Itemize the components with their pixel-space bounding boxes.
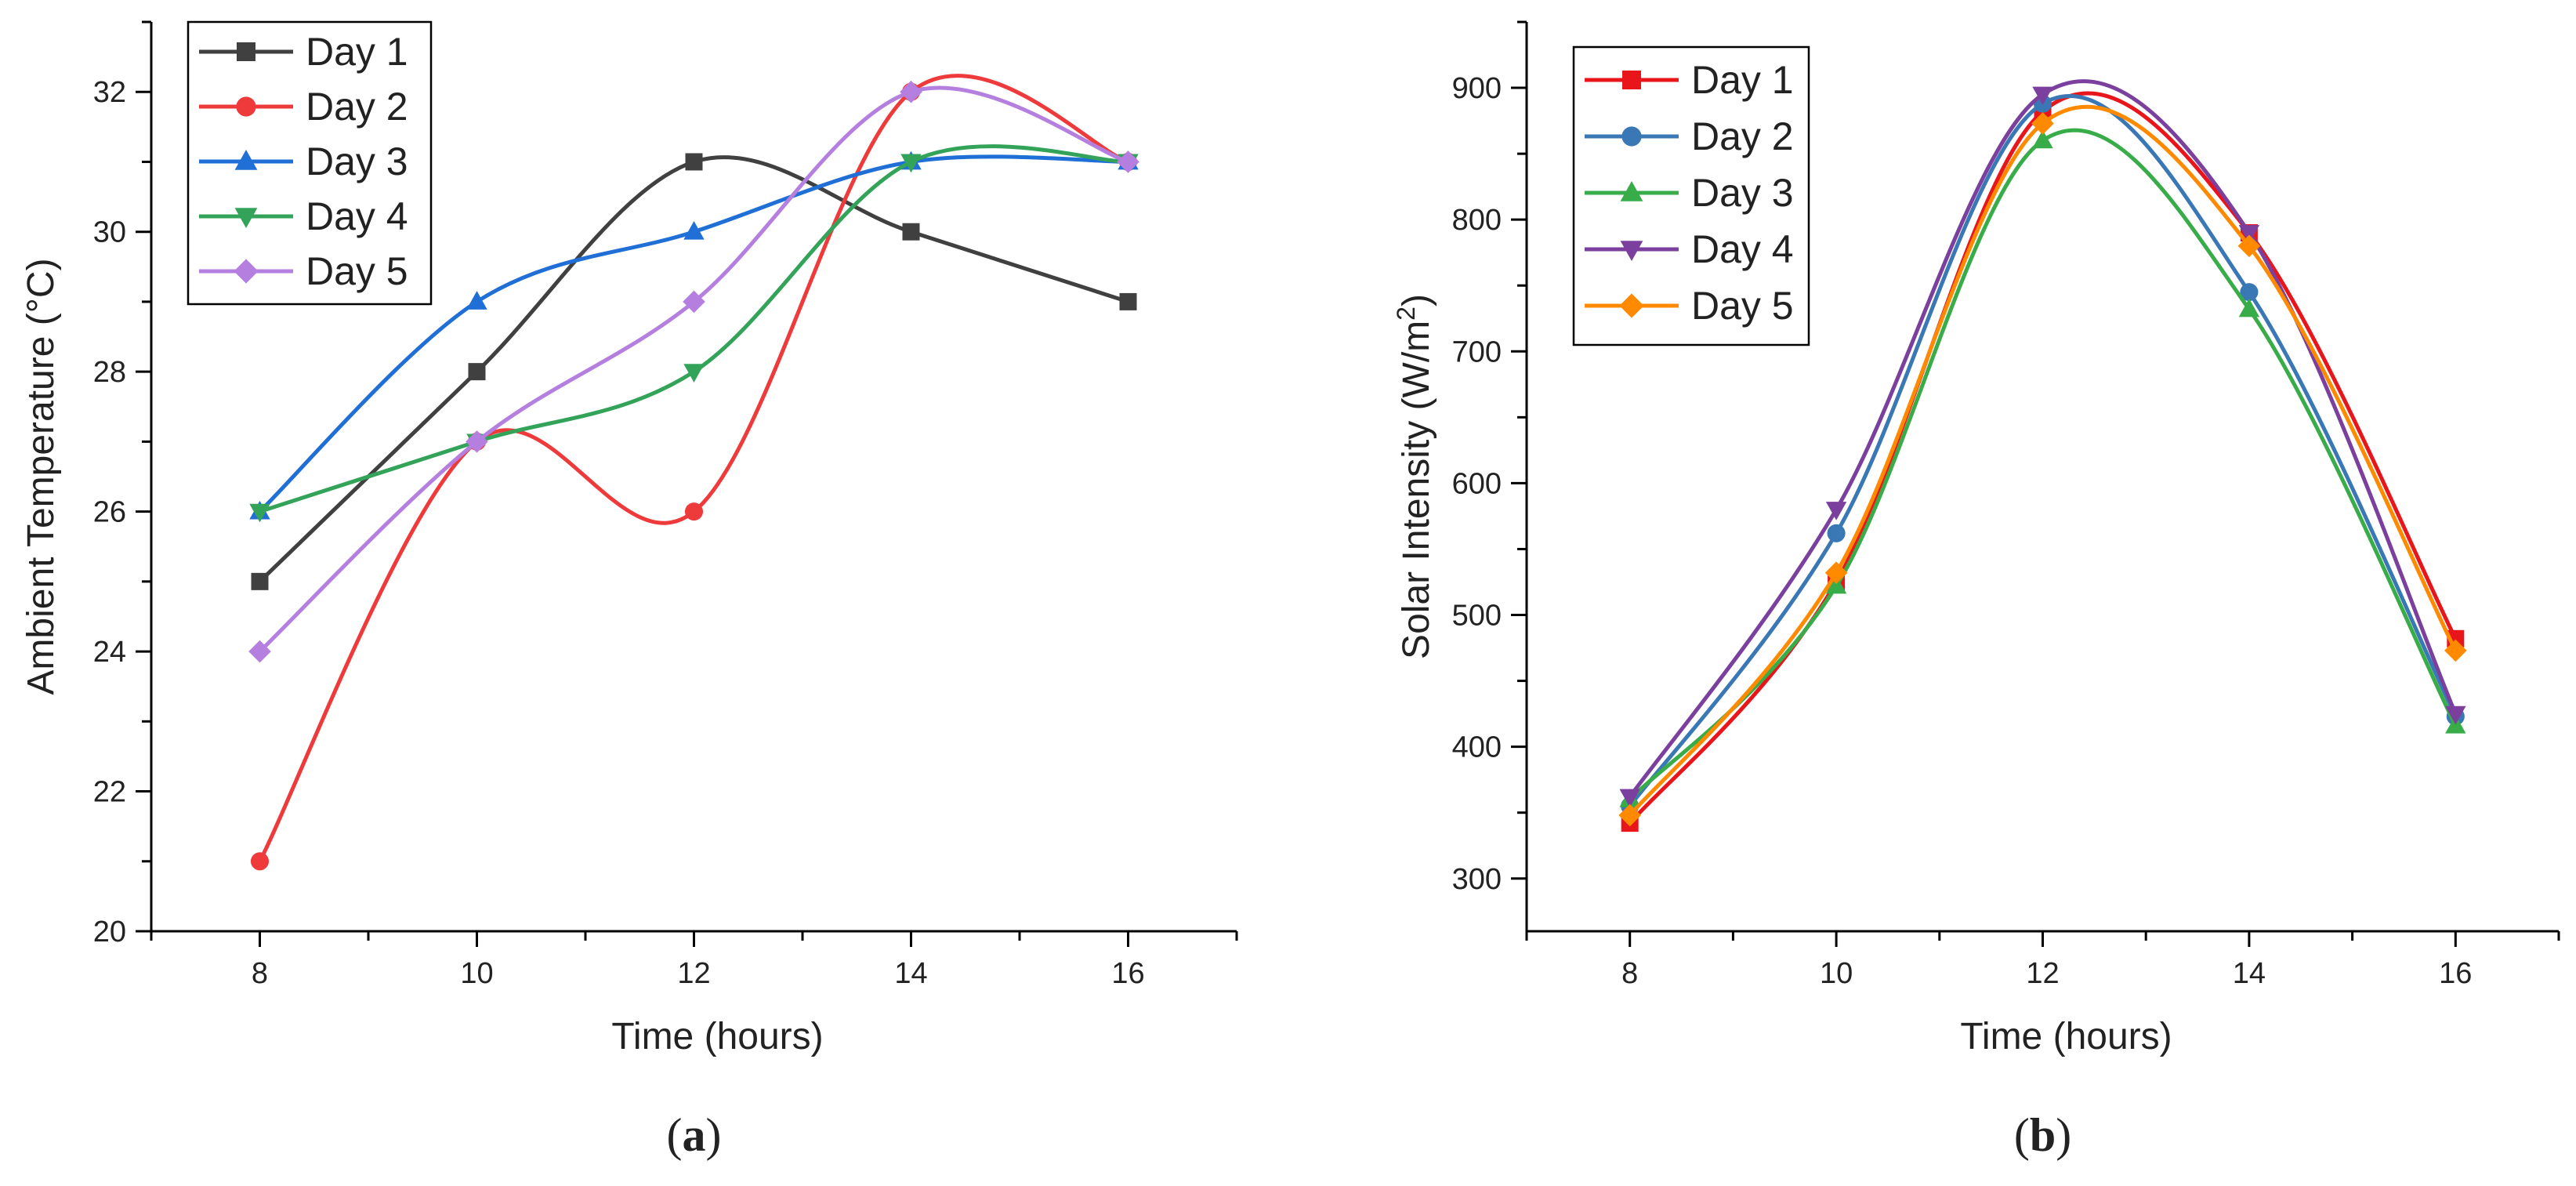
legend-marker — [237, 42, 255, 61]
data-point — [685, 153, 703, 171]
data-point — [1827, 524, 1846, 542]
data-point — [902, 223, 920, 241]
data-point — [466, 291, 487, 310]
series-line-day-1 — [258, 155, 1129, 583]
x-tick-label: 10 — [1820, 957, 1853, 990]
data-point — [1825, 575, 1847, 594]
y-tick-label: 400 — [1452, 731, 1502, 764]
y-tick-label: 600 — [1452, 467, 1502, 500]
data-point — [248, 640, 271, 663]
data-point — [1618, 803, 1641, 827]
y-tick-label: 300 — [1452, 863, 1502, 896]
y-tick-label: 28 — [93, 356, 126, 389]
data-point — [250, 852, 270, 871]
data-point — [900, 154, 922, 173]
data-point — [2445, 705, 2466, 725]
y-tick-label: 800 — [1452, 204, 1502, 237]
legend-marker — [1621, 126, 1642, 147]
x-tick-label: 16 — [1111, 957, 1144, 990]
legend-label: Day 4 — [1691, 227, 1794, 271]
legend-marker — [236, 96, 256, 117]
x-tick-label: 14 — [2233, 957, 2266, 990]
legend-label: Day 5 — [306, 249, 408, 293]
legend-label: Day 3 — [1691, 171, 1794, 215]
data-point — [1119, 292, 1137, 310]
y-tick-label: 24 — [93, 636, 126, 669]
data-point — [251, 572, 269, 590]
data-point — [2444, 639, 2467, 662]
panel-label: (b) — [2014, 1109, 2071, 1161]
data-point — [1619, 789, 1640, 808]
data-point — [683, 290, 705, 314]
legend-label: Day 1 — [306, 30, 408, 74]
data-point — [684, 502, 704, 521]
data-point — [2238, 298, 2260, 317]
x-tick-label: 8 — [252, 957, 268, 990]
legend-marker — [234, 208, 258, 228]
x-tick-label: 14 — [894, 957, 927, 990]
x-tick-label: 10 — [460, 957, 493, 990]
chart-panel-b: 8 10 12 14 16 300 400 500 600 700 800 900 Time (hour… — [1392, 20, 2560, 1161]
data-point — [2032, 129, 2053, 149]
y-tick-label: 500 — [1452, 600, 1502, 633]
legend-label: Day 1 — [1691, 58, 1794, 102]
y-tick-label: 20 — [93, 916, 126, 948]
x-tick-label: 12 — [2026, 957, 2059, 990]
y-tick-label: 32 — [93, 76, 126, 109]
legend-label: Day 2 — [306, 85, 408, 129]
y-tick-label: 30 — [93, 216, 126, 249]
data-point — [900, 80, 922, 103]
y-tick-label: 900 — [1452, 72, 1502, 105]
legend-marker — [1622, 71, 1641, 89]
data-point — [2240, 283, 2259, 302]
legend-marker — [1620, 181, 1643, 201]
legend-label: Day 2 — [1691, 114, 1794, 158]
legend-label: Day 5 — [1691, 284, 1794, 328]
y-axis-title: Ambient Temperature (°C) — [20, 258, 62, 695]
x-tick-label: 12 — [677, 957, 710, 990]
data-point — [2032, 86, 2053, 106]
data-point — [1825, 502, 1847, 520]
x-tick-label: 16 — [2439, 957, 2472, 990]
data-point — [1824, 561, 1848, 585]
y-tick-label: 26 — [93, 496, 126, 529]
data-point — [2031, 112, 2054, 135]
legend-marker — [1620, 241, 1643, 261]
data-point — [468, 363, 486, 381]
data-point — [683, 220, 705, 240]
panel-label: (a) — [667, 1109, 722, 1161]
data-point — [249, 503, 270, 523]
legend-label: Day 3 — [306, 140, 408, 183]
data-point — [2238, 225, 2260, 244]
data-point — [466, 430, 488, 453]
legend-marker — [234, 150, 258, 170]
legend-label: Day 4 — [306, 194, 408, 238]
y-axis-title: Solar Intensity (W/m2) — [1392, 294, 1437, 659]
data-point — [1117, 151, 1139, 173]
x-axis-title: Time (hours) — [1960, 1016, 2172, 1057]
y-tick-label: 700 — [1452, 335, 1502, 368]
y-tick-label: 22 — [93, 776, 126, 809]
legend-marker — [234, 259, 259, 284]
x-axis-title: Time (hours) — [611, 1016, 823, 1057]
x-tick-label: 8 — [1621, 957, 1638, 990]
legend-box — [1572, 45, 1810, 346]
chart-panel-a: 8 10 12 14 16 20 22 24 26 28 30 32 Time (hours) Ambie… — [20, 20, 1238, 1161]
data-point — [683, 364, 705, 383]
data-point — [2237, 234, 2261, 258]
legend-marker — [1619, 293, 1644, 318]
